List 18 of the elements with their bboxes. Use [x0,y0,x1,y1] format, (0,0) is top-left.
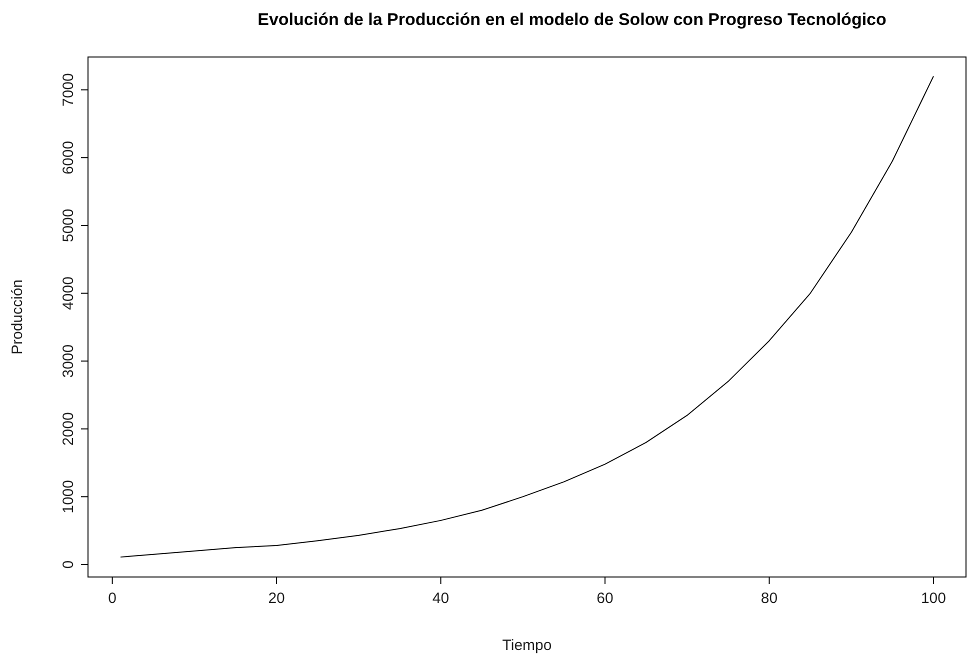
x-tick-label: 20 [268,590,285,607]
x-tick-label: 0 [108,590,116,607]
y-tick-label: 3000 [60,344,77,378]
x-tick-label: 40 [432,590,450,607]
x-axis-title: Tiempo [502,637,552,654]
chart-title: Evolución de la Producción en el modelo de Solow con Progreso Tecnológico [258,10,886,29]
y-axis-title: Producción [9,279,26,355]
y-tick-label: 1000 [60,480,77,514]
line-series [120,76,934,558]
x-tick-label: 60 [596,590,614,607]
y-tick-label: 4000 [60,276,77,310]
x-tick-label: 100 [920,590,946,607]
y-tick-label: 2000 [60,412,77,446]
y-tick-label: 0 [60,560,77,569]
y-tick-label: 7000 [60,73,77,107]
y-tick-label: 6000 [60,140,77,174]
y-tick-label: 5000 [60,208,77,242]
x-tick-label: 80 [760,590,778,607]
